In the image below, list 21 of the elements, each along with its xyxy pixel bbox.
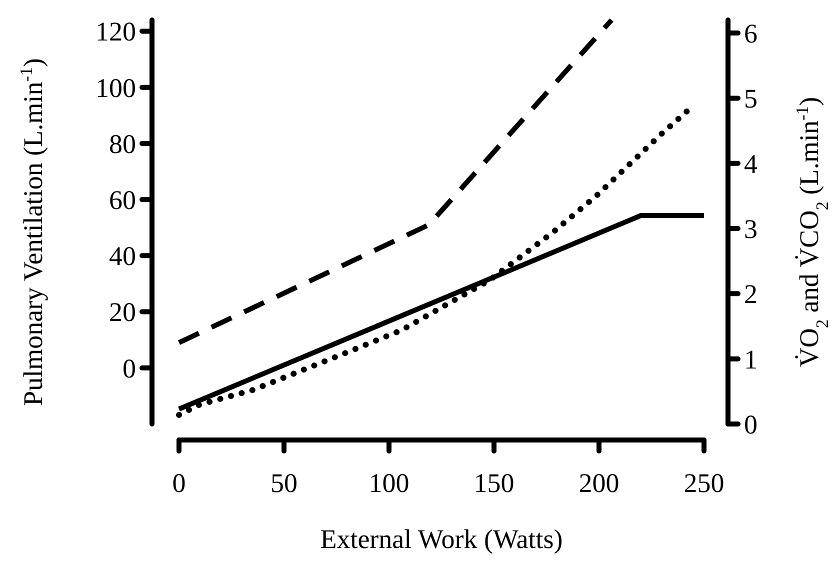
- y-tick-label: 60: [109, 185, 136, 216]
- y2-tick-label: 4: [744, 148, 758, 179]
- y2-tick-label: 2: [744, 279, 758, 310]
- y-tick-label: 120: [96, 16, 136, 47]
- y2-tick-label: 5: [744, 84, 758, 114]
- x-tick-label: 150: [474, 468, 514, 498]
- x-axis-title: External Work (Watts): [320, 524, 563, 554]
- x-tick-label: 50: [270, 468, 298, 498]
- y-tick-label: 40: [109, 241, 136, 272]
- x-tick-label: 100: [368, 468, 410, 498]
- y-tick-label: 0: [122, 353, 136, 384]
- x-tick-label: 0: [172, 468, 186, 498]
- y2-tick-label: 6: [744, 18, 758, 48]
- y-tick-label: 80: [109, 128, 136, 159]
- y2-tick-label: 3: [744, 214, 758, 244]
- y-tick-label: 100: [96, 72, 136, 103]
- y2-tick-label: 0: [744, 409, 758, 440]
- y2-tick-label: 1: [744, 344, 758, 374]
- x-tick-label: 250: [684, 468, 724, 498]
- y-tick-label: 20: [109, 297, 136, 328]
- x-tick-label: 200: [578, 468, 620, 498]
